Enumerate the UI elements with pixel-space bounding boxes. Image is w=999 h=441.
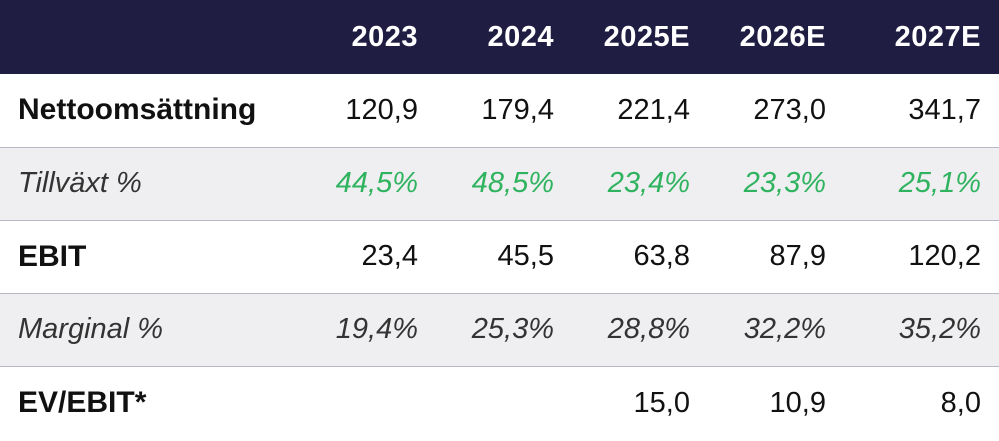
header-label-cell bbox=[0, 0, 300, 74]
table-cell: 273,0 bbox=[753, 93, 826, 126]
table-cell: 32,2% bbox=[743, 313, 826, 345]
row-marginal: Marginal % 19,4% 25,3% 28,8% 32,2% 35,2% bbox=[0, 293, 999, 366]
table-cell: 45,5 bbox=[497, 240, 554, 272]
table-cell: 221,4 bbox=[617, 93, 690, 126]
table-cell: 35,2% bbox=[898, 313, 981, 345]
table-cell: 25,3% bbox=[471, 313, 554, 345]
row-ebit: EBIT 23,4 45,5 63,8 87,9 120,2 bbox=[0, 220, 999, 293]
table-cell: 120,9 bbox=[345, 93, 418, 126]
table-cell: 63,8 bbox=[633, 240, 690, 272]
table-cell bbox=[300, 366, 436, 440]
table-cell: 23,4 bbox=[361, 240, 418, 272]
row-label: EBIT bbox=[18, 239, 87, 273]
table-header-row: 2023 2024 2025E 2026E 2027E bbox=[0, 0, 999, 74]
table-cell: 25,1% bbox=[898, 167, 981, 199]
header-year-2026e: 2026E bbox=[739, 20, 826, 53]
header-year-2027e: 2027E bbox=[894, 20, 981, 53]
row-label: EV/EBIT* bbox=[18, 386, 147, 420]
row-nettoomsattning: Nettoomsättning 120,9 179,4 221,4 273,0 … bbox=[0, 74, 999, 147]
table-cell: 87,9 bbox=[769, 240, 826, 272]
table-cell: 8,0 bbox=[940, 386, 981, 419]
table-cell: 120,2 bbox=[908, 240, 981, 272]
table-cell: 23,3% bbox=[743, 167, 826, 199]
table-cell: 48,5% bbox=[471, 167, 554, 199]
header-year-2024: 2024 bbox=[487, 20, 554, 53]
header-year-2023: 2023 bbox=[351, 20, 418, 53]
table-cell: 19,4% bbox=[335, 313, 418, 345]
row-label: Tillväxt % bbox=[18, 167, 142, 199]
table-cell: 10,9 bbox=[769, 386, 826, 419]
row-tillvaxt: Tillväxt % 44,5% 48,5% 23,4% 23,3% 25,1% bbox=[0, 147, 999, 220]
table-cell: 23,4% bbox=[607, 167, 690, 199]
table-cell: 28,8% bbox=[607, 313, 690, 345]
row-label: Marginal % bbox=[18, 313, 164, 345]
table-cell: 341,7 bbox=[908, 93, 981, 126]
table-cell: 179,4 bbox=[481, 93, 554, 126]
table-cell: 44,5% bbox=[335, 167, 418, 199]
table-cell: 15,0 bbox=[633, 386, 690, 419]
table-cell bbox=[436, 366, 572, 440]
row-label: Nettoomsättning bbox=[18, 93, 257, 127]
row-ev-ebit: EV/EBIT* 15,0 10,9 8,0 bbox=[0, 366, 999, 440]
header-year-2025e: 2025E bbox=[603, 20, 690, 53]
